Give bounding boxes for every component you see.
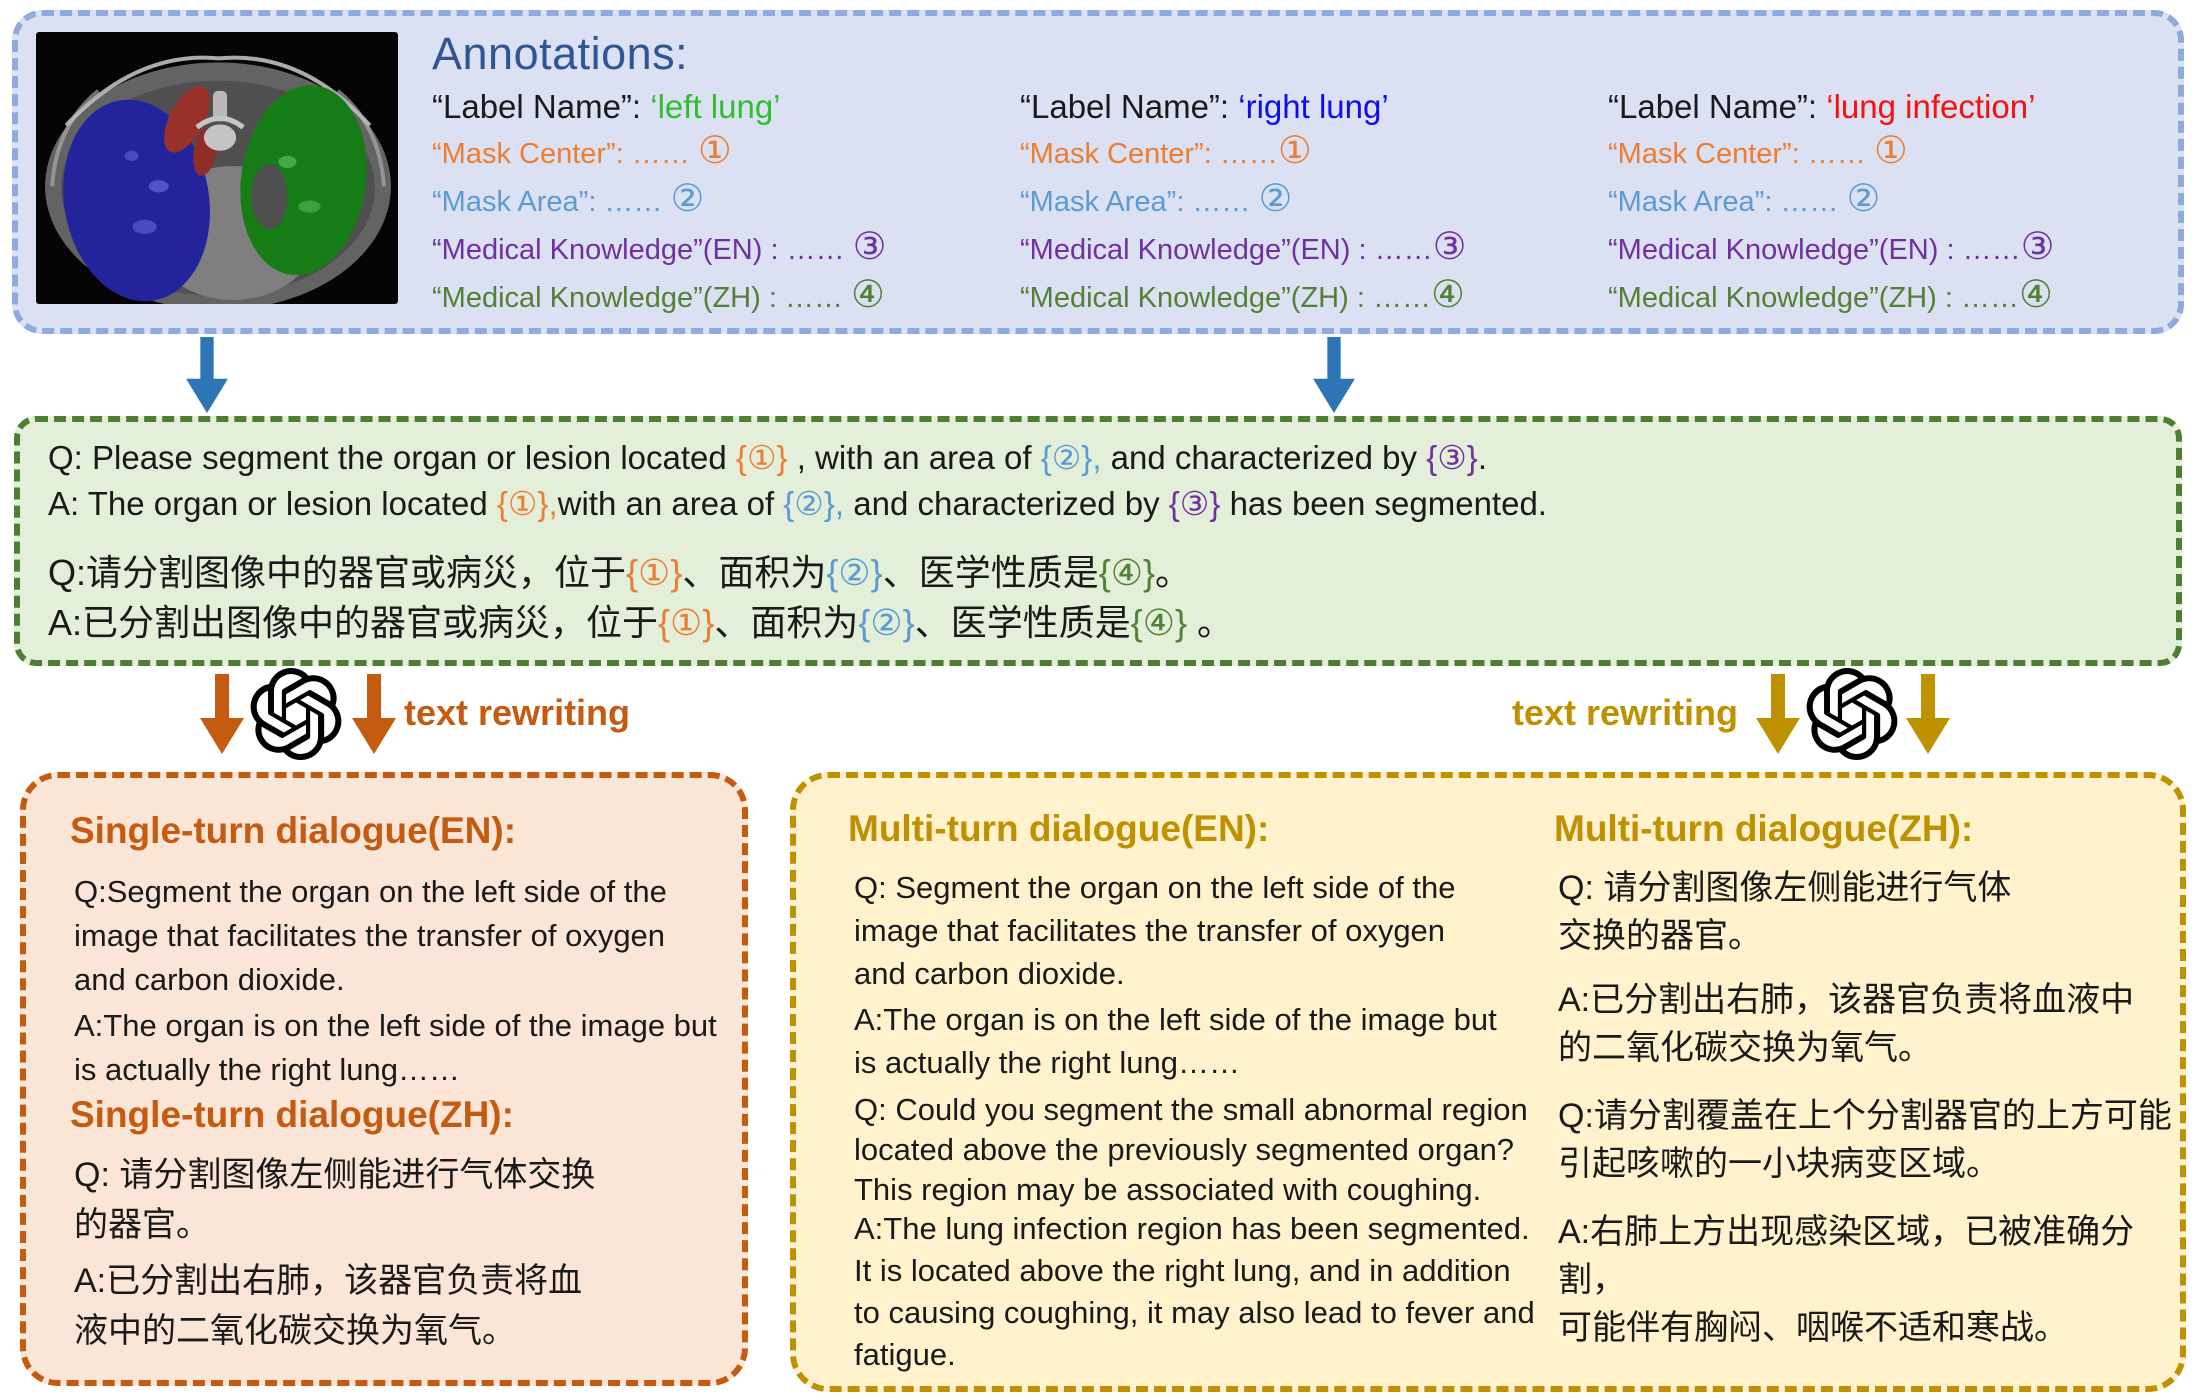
annotations-panel: Annotations: “Label Name”: ‘left lung’ “…	[12, 10, 2184, 334]
medical-knowledge-en-row: “Medical Knowledge”(EN) : ……③	[1020, 225, 1467, 267]
single-turn-en-title: Single-turn dialogue(EN):	[70, 810, 517, 851]
multi-turn-zh-answer-2: A:右肺上方出现感染区域，已被准确分割， 可能伴有胸闷、咽喉不适和寒战。	[1558, 1213, 2135, 1347]
multi-turn-en-answer-2: A:The lung infection region has been seg…	[854, 1211, 1535, 1372]
template-answer-en: A: The organ or lesion located {①},with …	[48, 485, 1547, 522]
multi-turn-en-question-2: Q: Could you segment the small abnormal …	[854, 1092, 1528, 1207]
rewrite-arrow-down-icon	[1906, 670, 1950, 758]
mask-center-row: “Mask Center”: …… ①	[1608, 129, 1908, 171]
flow-arrow-down-icon	[1310, 337, 1358, 413]
label-name-row: “Label Name”: ‘lung infection’	[1608, 88, 2036, 125]
flow-arrow-down-icon	[183, 337, 231, 413]
multi-turn-zh-question-2: Q:请分割覆盖在上个分割器官的上方可能 引起咳嗽的一小块病变区域。	[1558, 1097, 2172, 1183]
openai-gpt-logo-icon	[1806, 668, 1898, 760]
mask-center-row: “Mask Center”: ……①	[1020, 129, 1312, 171]
multi-turn-en-question-1: Q: Segment the organ on the left side of…	[854, 870, 1456, 991]
multi-turn-en-title: Multi-turn dialogue(EN):	[848, 808, 1270, 849]
text-rewriting-label-right: text rewriting	[1512, 692, 1739, 733]
single-turn-zh-question: Q: 请分割图像左侧能进行气体交换 的器官。	[74, 1156, 596, 1244]
annotations-title: Annotations:	[432, 28, 689, 79]
single-turn-zh-answer: A:已分割出右肺，该器官负责将血 液中的二氧化碳交换为氧气。	[74, 1262, 583, 1350]
text-rewriting-label-left: text rewriting	[404, 692, 631, 733]
single-turn-en-answer: A:The organ is on the left side of the i…	[74, 1008, 717, 1087]
label-name-row: “Label Name”: ‘left lung’	[432, 88, 781, 125]
openai-gpt-logo-icon	[250, 668, 342, 760]
medical-knowledge-zh-row: “Medical Knowledge”(ZH) : …… ④	[432, 273, 885, 315]
multi-turn-zh-title: Multi-turn dialogue(ZH):	[1554, 808, 1974, 849]
single-turn-zh-title: Single-turn dialogue(ZH):	[70, 1094, 514, 1135]
mask-area-row: “Mask Area”: …… ②	[1020, 177, 1293, 219]
medical-knowledge-en-row: “Medical Knowledge”(EN) : …… ③	[432, 225, 887, 267]
template-question-zh: Q:请分割图像中的器官或病災，位于{①}、面积为{②}、医学性质是{④}。	[48, 552, 1192, 593]
rewrite-arrow-down-icon	[200, 670, 244, 758]
medical-knowledge-zh-row: “Medical Knowledge”(ZH) : ……④	[1608, 273, 2053, 315]
medical-knowledge-en-row: “Medical Knowledge”(EN) : ……③	[1608, 225, 2055, 267]
annotation-column-lung-infection: “Label Name”: ‘lung infection’ “Mask Cen…	[1608, 88, 2190, 324]
ct-scan-image	[36, 32, 398, 304]
label-name-row: “Label Name”: ‘right lung’	[1020, 88, 1389, 125]
rewrite-arrow-down-icon	[1756, 670, 1800, 758]
multi-turn-zh-answer-1: A:已分割出右肺，该器官负责将血液中 的二氧化碳交换为氧气。	[1558, 981, 2135, 1067]
single-turn-en-question: Q:Segment the organ on the left side of …	[74, 874, 667, 997]
annotation-column-right-lung: “Label Name”: ‘right lung’ “Mask Center”…	[1020, 88, 1602, 324]
annotation-column-left-lung: “Label Name”: ‘left lung’ “Mask Center”:…	[432, 88, 1014, 324]
template-question-en: Q: Please segment the organ or lesion lo…	[48, 439, 1487, 476]
multi-turn-en-answer-1: A:The organ is on the left side of the i…	[854, 1002, 1497, 1080]
single-turn-dialogue-panel: Single-turn dialogue(EN): Q:Segment the …	[20, 772, 748, 1386]
qa-template-panel: Q: Please segment the organ or lesion lo…	[14, 416, 2182, 666]
mask-area-row: “Mask Area”: …… ②	[432, 177, 705, 219]
rewrite-arrow-down-icon	[352, 670, 396, 758]
mask-center-row: “Mask Center”: …… ①	[432, 129, 732, 171]
multi-turn-zh-question-1: Q: 请分割图像左侧能进行气体 交换的器官。	[1558, 869, 2012, 955]
multi-turn-dialogue-panel: Multi-turn dialogue(EN): Q: Segment the …	[790, 772, 2186, 1392]
template-answer-zh: A:已分割出图像中的器官或病災，位于{①}、面积为{②}、医学性质是{④} 。	[48, 602, 1234, 643]
medical-knowledge-zh-row: “Medical Knowledge”(ZH) : ……④	[1020, 273, 1465, 315]
mask-area-row: “Mask Area”: …… ②	[1608, 177, 1881, 219]
